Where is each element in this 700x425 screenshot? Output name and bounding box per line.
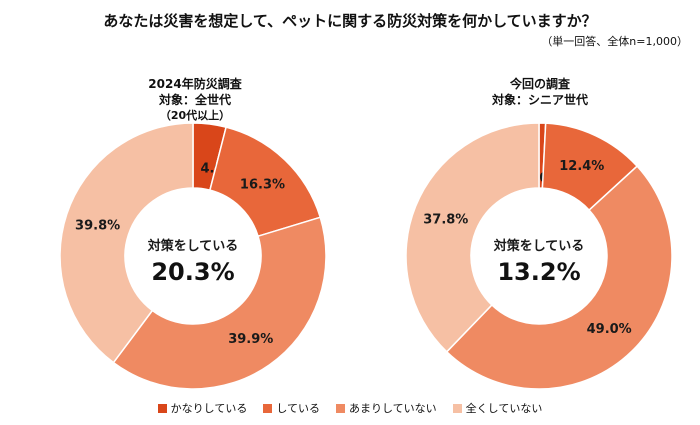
chart-2-title: 今回の調査 bbox=[509, 77, 570, 91]
legend-swatch bbox=[452, 403, 462, 413]
chart-2-subtitle: 対象：シニア世代 bbox=[491, 93, 588, 107]
legend-swatch bbox=[263, 403, 273, 413]
donut-slice-1-3 bbox=[112, 216, 327, 390]
chart-1-title: 2024年防災調査 bbox=[148, 77, 242, 91]
data-label-1-4: 39.8% bbox=[75, 218, 120, 233]
legend-item-very: かなりしている bbox=[157, 400, 248, 416]
legend-label: かなりしている bbox=[170, 402, 248, 415]
chart-1-subtitle: 対象：全世代 bbox=[158, 93, 231, 107]
center-value-2: 13.2% bbox=[497, 258, 580, 286]
data-label-2-2: 12.4% bbox=[559, 159, 604, 174]
donut-slice-2-4 bbox=[405, 122, 540, 353]
chart-title: あなたは災害を想定して、ペットに関する防災対策を何かしていますか？ bbox=[103, 12, 597, 30]
data-label-2-3: 49.0% bbox=[587, 322, 632, 337]
sample-note: （単一回答、全体n=1,000） bbox=[541, 35, 688, 48]
legend-swatch bbox=[157, 403, 167, 413]
chart-1-header: 2024年防災調査 対象：全世代 （20代以上） bbox=[130, 76, 260, 124]
donut-slice-1-4 bbox=[59, 122, 194, 364]
center-label-2: 対策をしている bbox=[493, 238, 585, 254]
legend-label: 全くしていない bbox=[465, 402, 543, 415]
legend-label: あまりしていない bbox=[349, 402, 437, 415]
data-label-2-4: 37.8% bbox=[423, 212, 468, 227]
legend-item-doing: している bbox=[263, 400, 320, 416]
legend-swatch bbox=[336, 403, 345, 413]
chart-1-subtitle-age: （20代以上） bbox=[159, 109, 231, 122]
center-value-1: 20.3% bbox=[151, 258, 234, 286]
center-label-1: 対策をしている bbox=[147, 238, 239, 254]
data-label-1-3: 39.9% bbox=[228, 332, 273, 347]
chart-2-header: 今回の調査 対象：シニア世代 bbox=[475, 76, 605, 108]
donut-slice-2-3 bbox=[445, 165, 673, 390]
legend-item-not-at-all: 全くしていない bbox=[452, 400, 543, 416]
data-label-1-2: 16.3% bbox=[240, 177, 285, 192]
legend-item-not-much: あまりしていない bbox=[336, 400, 437, 416]
legend-label: している bbox=[276, 402, 320, 415]
legend: かなりしている している あまりしていない 全くしていない bbox=[0, 400, 700, 416]
